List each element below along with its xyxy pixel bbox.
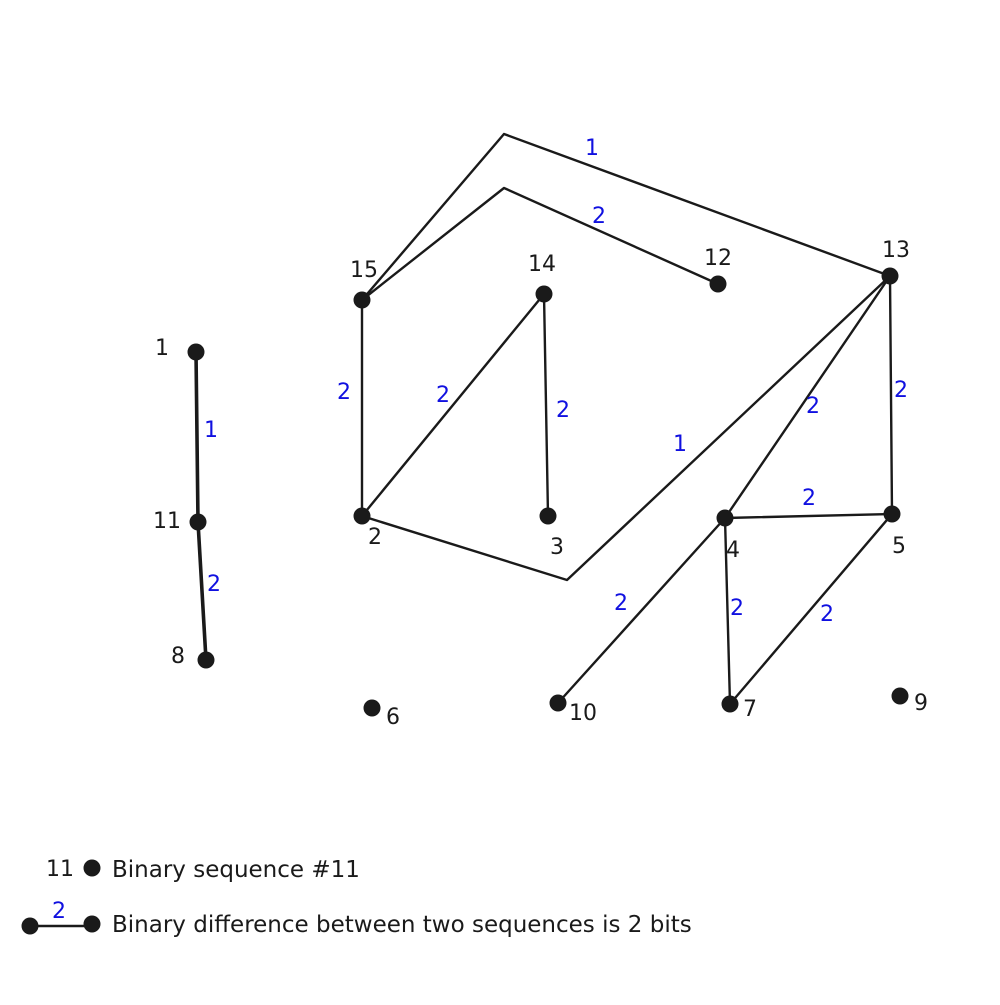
node-15 [353,291,371,309]
node-label-13: 13 [882,238,910,263]
edge-weight-13-5: 2 [894,378,908,403]
edge-weight-15-2: 2 [337,380,351,405]
legend-edge-example-weight: 2 [52,899,66,924]
edge-weight-2-14: 2 [436,383,450,408]
node-label-7: 7 [743,697,757,722]
node-label-12: 12 [704,246,732,271]
edge-4-5 [723,512,894,520]
node-label-6: 6 [386,705,400,730]
node-14 [535,285,553,303]
edge-weight-4-7: 2 [730,596,744,621]
edge-weight-4-5: 2 [802,486,816,511]
edge-1-11 [194,350,200,524]
edge-15-12 [360,186,720,302]
edge-weight-15-13: 1 [585,136,599,161]
edge-weight-11-8: 2 [207,572,221,597]
node-label-3: 3 [550,535,564,560]
edge-weight-1-11: 1 [204,418,218,443]
node-label-1: 1 [155,336,169,361]
edge-13-4 [723,274,892,520]
node-label-9: 9 [914,691,928,716]
edges-layer [194,132,894,706]
node-3 [539,507,557,525]
node-label-5: 5 [892,534,906,559]
node-2 [353,507,371,525]
node-6 [363,699,381,717]
node-7 [721,695,739,713]
node-9 [891,687,909,705]
edge-weight-15-12: 2 [592,204,606,229]
node-5 [883,505,901,523]
legend-node-example-label: 11 [46,857,74,882]
node-4 [716,509,734,527]
node-8 [197,651,215,669]
legend-edge-end-marker [83,915,101,933]
node-label-10: 10 [569,701,597,726]
node-label-2: 2 [368,525,382,550]
node-10 [549,694,567,712]
node-label-11: 11 [153,509,181,534]
node-1 [187,343,205,361]
edge-4-7 [723,516,732,706]
node-11 [189,513,207,531]
edge-weight-5-7: 2 [820,602,834,627]
legend-edge-start-marker [21,917,39,935]
legend: 11 Binary sequence #11 2 Binary differen… [21,857,692,938]
edge-weight-13-4: 2 [806,394,820,419]
node-label-15: 15 [350,258,378,283]
legend-node-description: Binary sequence #11 [112,857,360,883]
nodes-layer [187,267,909,717]
edge-2-14 [360,292,546,518]
node-12 [709,275,727,293]
edge-4-10 [556,516,727,705]
edge-15-13 [360,132,892,302]
edge-2-13 [360,274,892,582]
node-label-4: 4 [726,538,740,563]
edge-13-5 [888,274,894,516]
legend-node-marker [83,859,101,877]
node-label-8: 8 [171,644,185,669]
edge-weight-2-13: 1 [673,432,687,457]
edge-14-3 [542,292,550,518]
node-label-14: 14 [528,252,556,277]
edge-weight-4-10: 2 [614,591,628,616]
edge-5-7 [728,512,894,706]
legend-edge-description: Binary difference between two sequences … [112,912,692,938]
edge-weight-14-3: 2 [556,398,570,423]
node-13 [881,267,899,285]
edge-11-8 [196,520,208,662]
